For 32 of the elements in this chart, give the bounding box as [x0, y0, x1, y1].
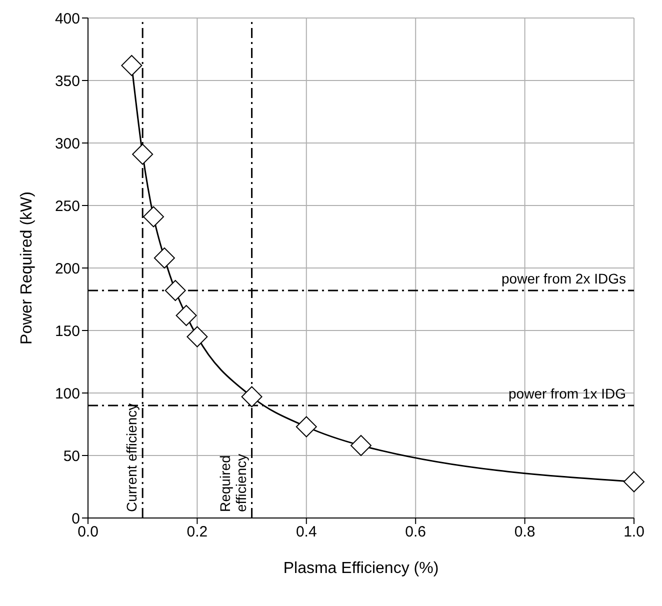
x-tick-label: 0.4: [296, 524, 317, 541]
point: [121, 55, 142, 76]
point: [143, 206, 164, 228]
point: [154, 248, 175, 268]
y-tick-label: 200: [54, 260, 80, 278]
ref-line-label: power from 1x IDG: [508, 386, 626, 402]
x-tick-label: 0.6: [405, 524, 426, 541]
ref-line-label: Current efficiency: [124, 403, 140, 512]
point: [241, 386, 262, 408]
y-axis-title: Power Required (kW): [18, 192, 36, 344]
point: [186, 326, 208, 348]
x-tick-label: 0.2: [186, 524, 208, 541]
y-tick-label: 300: [54, 135, 80, 152]
y-tick-label: 100: [54, 385, 80, 402]
y-tick-label: 350: [54, 72, 80, 90]
y-tick-label: 400: [54, 10, 80, 28]
point: [350, 435, 372, 456]
ref-line-label: Required efficiency: [216, 454, 249, 512]
y-tick-label: 50: [63, 448, 80, 465]
x-tick-label: 0.0: [78, 524, 98, 541]
point: [176, 305, 197, 326]
y-tick-label: 150: [54, 322, 80, 340]
x-axis-title: Plasma Efficiency (%): [283, 560, 439, 577]
point: [624, 471, 644, 492]
y-tick-label: 250: [54, 198, 80, 215]
point: [164, 280, 186, 301]
x-tick-label: 1.0: [624, 524, 644, 541]
point: [132, 144, 154, 165]
x-tick-label: 0.8: [514, 524, 536, 541]
point: [296, 416, 317, 438]
ref-line-label: power from 2x IDGs: [502, 270, 626, 286]
y-tick-label: 0: [72, 510, 80, 528]
